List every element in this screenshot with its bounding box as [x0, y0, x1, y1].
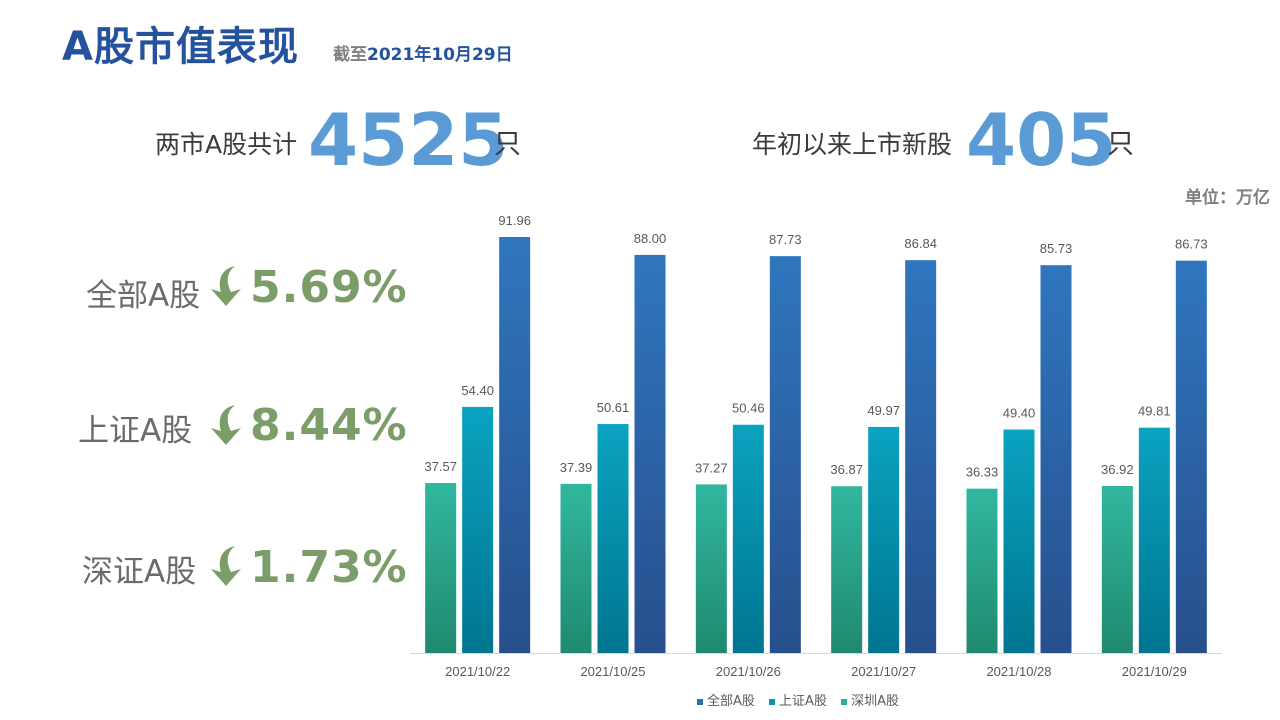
data-label-sh-2: 50.46	[732, 401, 765, 416]
bar-sz-3	[831, 486, 863, 653]
bar-sh-5	[1138, 427, 1170, 653]
data-label-sh-4: 49.40	[1003, 406, 1036, 421]
as-of-date-value: 2021年10月29日	[367, 45, 513, 65]
data-label-sz-1: 37.39	[560, 460, 593, 475]
change-label-all: 全部A股	[86, 278, 201, 314]
as-of-prefix: 截至	[333, 45, 367, 65]
bar-all-3	[905, 260, 937, 653]
down-arrow-icon	[205, 401, 247, 447]
data-label-all-2: 87.73	[769, 232, 802, 247]
bar-sh-0	[462, 406, 494, 653]
x-tick-label-3: 2021/10/27	[851, 664, 916, 679]
x-tick-label-4: 2021/10/28	[986, 664, 1051, 679]
data-label-sz-5: 36.92	[1101, 462, 1134, 477]
bar-all-1	[634, 254, 666, 653]
data-label-sh-3: 49.97	[867, 403, 900, 418]
legend-label-all: 全部A股	[707, 694, 755, 709]
chart-legend: 全部A股 上证A股 深圳A股	[697, 690, 909, 709]
down-arrow-icon	[205, 542, 247, 588]
legend-item-sh: 上证A股	[769, 694, 827, 709]
x-tick-label-5: 2021/10/29	[1122, 664, 1187, 679]
legend-label-sz: 深圳A股	[851, 694, 899, 709]
data-label-all-5: 86.73	[1175, 237, 1208, 252]
data-label-sh-5: 49.81	[1138, 404, 1171, 419]
total-stock-unit: 只	[494, 129, 521, 160]
bar-sh-2	[732, 424, 764, 653]
bar-all-2	[769, 256, 801, 653]
legend-swatch-sh	[769, 698, 776, 705]
unit-note: 单位：万亿	[1185, 188, 1270, 208]
bar-sh-4	[1003, 429, 1035, 653]
data-label-sz-3: 36.87	[830, 462, 863, 477]
bar-all-5	[1175, 260, 1207, 653]
bar-sh-3	[868, 426, 900, 653]
bar-sz-0	[425, 483, 457, 653]
x-tick-label-0: 2021/10/22	[445, 664, 510, 679]
x-tick-label-1: 2021/10/25	[580, 664, 645, 679]
bar-sz-5	[1101, 485, 1133, 653]
data-label-sz-0: 37.57	[424, 459, 457, 474]
change-value-sh: 8.44%	[250, 400, 408, 451]
bar-sh-1	[597, 424, 629, 653]
legend-swatch-sz	[841, 698, 848, 705]
new-listing-label: 年初以来上市新股	[752, 130, 953, 159]
change-value-sz: 1.73%	[250, 542, 408, 593]
data-label-sz-4: 36.33	[966, 465, 999, 480]
x-tick-label-2: 2021/10/26	[716, 664, 781, 679]
change-label-sz: 深证A股	[82, 554, 197, 590]
change-label-sh: 上证A股	[78, 413, 193, 449]
bar-all-0	[499, 237, 531, 653]
as-of-date: 截至2021年10月29日	[333, 40, 513, 65]
new-listing-count: 405	[966, 98, 1117, 182]
total-stock-count: 4525	[308, 98, 509, 182]
page-title: A股市值表现	[62, 24, 299, 70]
data-label-sz-2: 37.27	[695, 460, 728, 475]
change-value-all: 5.69%	[250, 262, 408, 313]
legend-label-sh: 上证A股	[779, 694, 827, 709]
legend-item-all: 全部A股	[697, 694, 755, 709]
bar-all-4	[1040, 265, 1072, 653]
total-stock-label: 两市A股共计	[155, 130, 298, 159]
bar-sz-4	[966, 488, 998, 653]
legend-item-sz: 深圳A股	[841, 694, 899, 709]
data-label-sh-1: 50.61	[597, 400, 630, 415]
legend-swatch-all	[697, 698, 703, 705]
data-label-all-4: 85.73	[1040, 241, 1073, 256]
down-arrow-icon	[205, 262, 247, 308]
bar-sz-2	[695, 484, 727, 653]
data-label-all-0: 91.96	[498, 213, 531, 228]
data-label-sh-0: 54.40	[461, 383, 494, 398]
data-label-all-3: 86.84	[904, 236, 937, 251]
bar-sz-1	[560, 483, 592, 653]
data-label-all-1: 88.00	[634, 231, 667, 246]
new-listing-unit: 只	[1107, 129, 1134, 160]
